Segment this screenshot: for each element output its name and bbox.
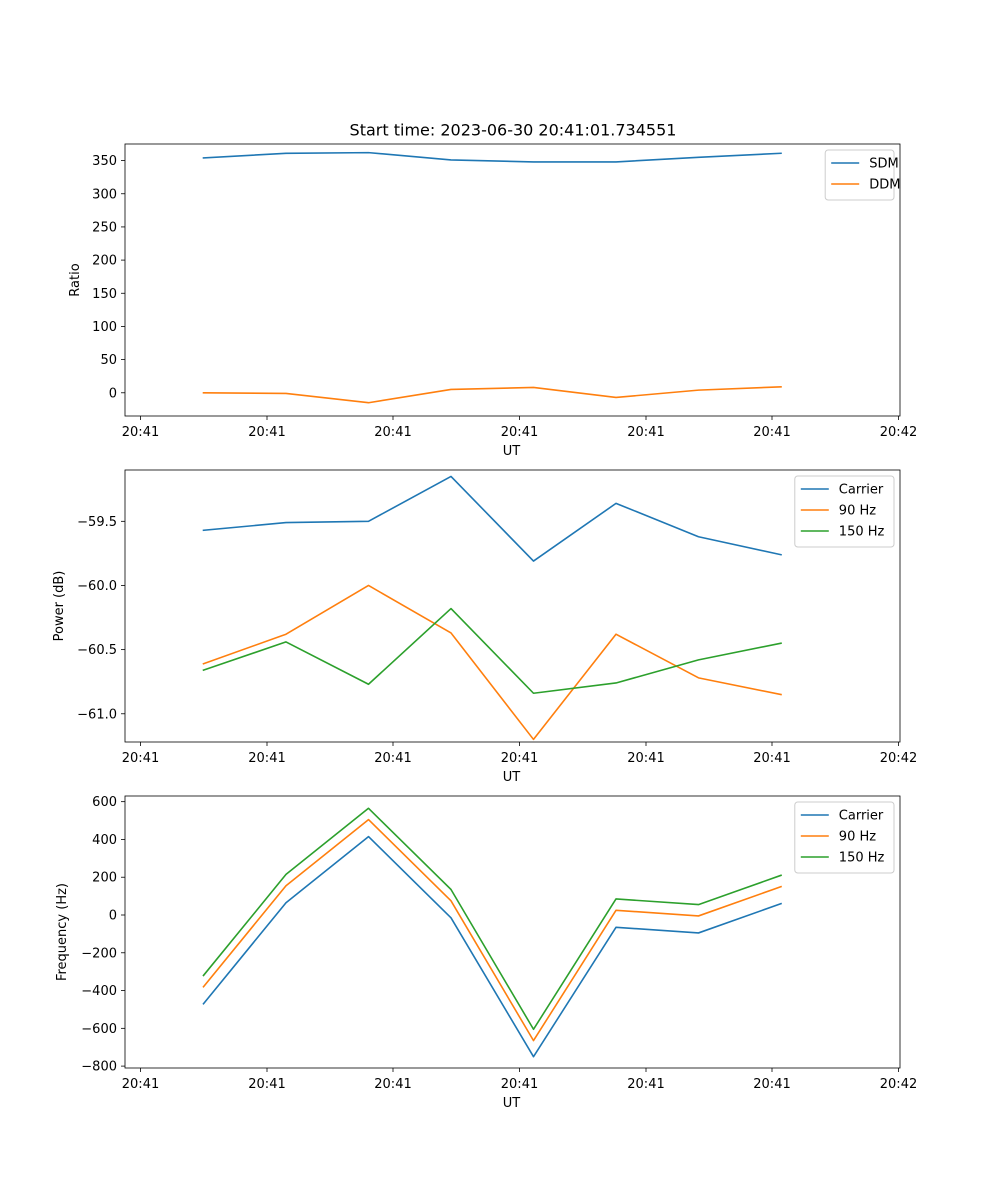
y-tick-label: 300 <box>92 187 117 202</box>
legend-label: Carrier <box>839 483 884 498</box>
plot-frame <box>124 795 901 1069</box>
x-tick-label: 20:41 <box>248 425 285 440</box>
x-axis-label: UT <box>503 1096 521 1111</box>
legend: Carrier 90 Hz 150 Hz <box>794 475 895 548</box>
x-tick-label: 20:41 <box>122 425 159 440</box>
figure-title: Start time: 2023-06-30 20:41:01.734551 <box>350 121 677 140</box>
x-tick-label: 20:41 <box>248 1077 285 1092</box>
x-tick-label: 20:42 <box>880 751 917 766</box>
y-tick-label: 50 <box>100 353 117 368</box>
legend-box <box>794 475 895 548</box>
series-line-90-hz <box>202 584 782 741</box>
y-tick-label: 250 <box>92 220 117 235</box>
legend-label: DDM <box>869 178 900 193</box>
y-tick-label: −60.0 <box>77 579 117 594</box>
y-tick-label: −61.0 <box>77 707 117 722</box>
series-line-150-hz <box>202 607 782 695</box>
y-tick-label: 200 <box>92 871 117 886</box>
x-tick-label: 20:41 <box>374 425 411 440</box>
x-tick-label: 20:41 <box>122 751 159 766</box>
legend: Carrier 90 Hz 150 Hz <box>794 801 895 874</box>
series-line-150-hz <box>202 807 783 1031</box>
series-line-ddm <box>202 385 782 404</box>
y-tick-label: −800 <box>81 1060 117 1075</box>
series-line-carrier <box>202 475 782 562</box>
x-tick-label: 20:41 <box>753 425 790 440</box>
x-tick-label: 20:41 <box>248 751 285 766</box>
x-tick-label: 20:41 <box>501 425 538 440</box>
x-tick-label: 20:41 <box>627 751 664 766</box>
y-tick-label: 200 <box>92 254 117 269</box>
y-tick-label: −600 <box>81 1022 117 1037</box>
y-tick-label: 150 <box>92 287 117 302</box>
x-tick-label: 20:41 <box>501 751 538 766</box>
y-tick-label: −400 <box>81 984 117 999</box>
legend-label: 150 Hz <box>839 525 885 540</box>
x-tick-label: 20:42 <box>880 1077 917 1092</box>
legend: SDM DDM <box>824 149 900 201</box>
y-tick-label: 0 <box>109 386 117 401</box>
plot-frame <box>124 143 901 417</box>
legend-label: SDM <box>869 157 898 172</box>
chart-panel-2: 20:41 20:41 20:41 20:41 20:41 20:41 20:42 UT −61… <box>52 469 917 785</box>
x-axis-label: UT <box>503 444 521 459</box>
x-tick-label: 20:41 <box>501 1077 538 1092</box>
panels: 20:41 20:41 20:41 20:41 20:41 20:41 20:42 UT 0 50… <box>52 143 917 1111</box>
legend-box <box>794 801 895 874</box>
x-tick-label: 20:41 <box>122 1077 159 1092</box>
y-tick-label: −59.5 <box>77 515 117 530</box>
y-axis-label: Power (dB) <box>52 571 67 642</box>
y-axis-label: Ratio <box>68 263 83 296</box>
x-axis-label: UT <box>503 770 521 785</box>
x-tick-label: 20:41 <box>374 751 411 766</box>
x-tick-label: 20:41 <box>753 1077 790 1092</box>
x-tick-label: 20:42 <box>880 425 917 440</box>
y-tick-label: 400 <box>92 833 117 848</box>
y-tick-label: −60.5 <box>77 643 117 658</box>
legend-label: Carrier <box>839 809 884 824</box>
y-tick-label: 0 <box>109 909 117 924</box>
legend-label: 150 Hz <box>839 851 885 866</box>
y-tick-label: −200 <box>81 946 117 961</box>
series-line-90-hz <box>202 818 783 1042</box>
plot-frame <box>124 469 901 743</box>
legend-label: 90 Hz <box>839 830 876 845</box>
y-tick-label: 350 <box>92 154 117 169</box>
y-axis-label: Frequency (Hz) <box>55 883 70 981</box>
legend-label: 90 Hz <box>839 504 876 519</box>
x-tick-label: 20:41 <box>627 425 664 440</box>
series-line-carrier <box>202 835 783 1058</box>
x-tick-label: 20:41 <box>374 1077 411 1092</box>
y-tick-label: 100 <box>92 320 117 335</box>
y-tick-label: 600 <box>92 795 117 810</box>
x-tick-label: 20:41 <box>627 1077 664 1092</box>
chart-panel-3: 20:41 20:41 20:41 20:41 20:41 20:41 20:42 UT −80… <box>55 795 917 1111</box>
series-line-sdm <box>202 151 782 163</box>
x-tick-label: 20:41 <box>753 751 790 766</box>
chart-panel-1: 20:41 20:41 20:41 20:41 20:41 20:41 20:42 UT 0 50… <box>68 143 917 459</box>
